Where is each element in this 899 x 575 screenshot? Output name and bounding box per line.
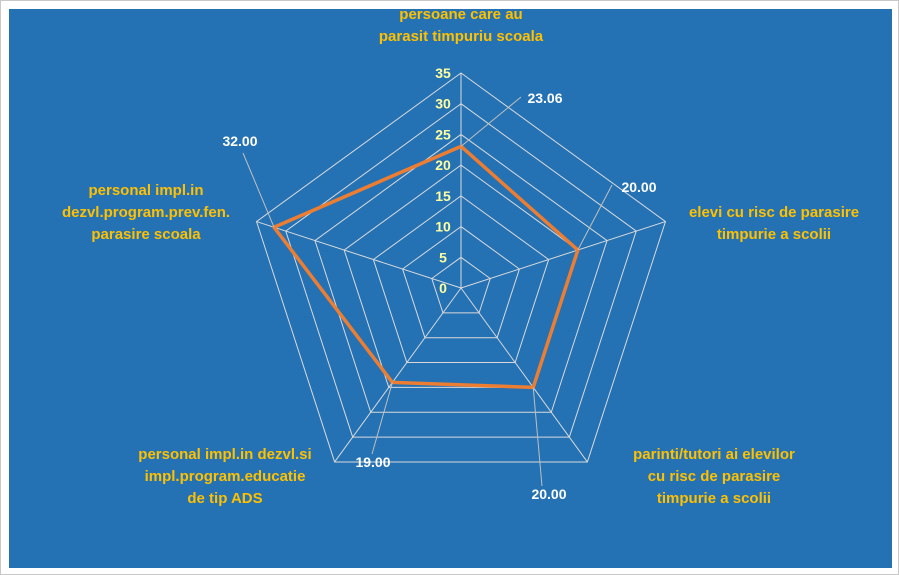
radar-chart-plot-area: 0 5 10 15 20 25 30 35 persoane care au parasit ti… [9,9,892,568]
category-label-2: elevi cu risc de parasire timpurie a scol… [689,204,859,243]
category-label-4: personal impl.in dezvl.si impl.program.ed… [138,446,311,507]
axis-spoke-4 [334,287,462,463]
gridline-ring-15 [372,195,550,364]
series-line [272,144,580,390]
axis-spoke-2 [460,221,666,289]
data-label-3: 20.00 [531,486,566,502]
tick-label-5: 5 [439,249,447,265]
gridline-ring-20 [343,164,579,388]
category-label-5: personal impl.in dezvl.program.prev.fen. p… [62,182,230,243]
gridline-ring-35 [255,72,667,463]
data-label-1: 23.06 [527,90,562,106]
data-label-4: 19.00 [355,454,390,470]
data-label-leader-4 [371,382,393,455]
data-label-leader-2 [577,184,613,251]
tick-label-25: 25 [435,126,451,142]
tick-label-0: 0 [439,280,447,296]
tick-label-15: 15 [435,188,451,204]
data-label-leader-1 [460,96,522,147]
axis-spoke-3 [460,287,588,463]
axis-spoke-5 [256,221,462,289]
data-label-leader-3 [532,387,543,487]
radar-chart: 0 5 10 15 20 25 30 35 persoane care au parasit ti… [62,9,859,507]
category-label-1: persoane care au parasit timpuriu scoala [379,9,544,45]
gridline-ring-25 [314,133,608,413]
tick-label-10: 10 [435,219,451,235]
gridline-ring-5 [431,256,491,314]
data-label-leader-5 [242,152,275,228]
category-label-3: parinti/tutori ai elevilor cu risc de par… [633,446,795,507]
tick-label-35: 35 [435,65,451,81]
data-label-5: 32.00 [222,133,257,149]
gridline-ring-10 [401,225,521,339]
tick-label-30: 30 [435,96,451,112]
data-label-2: 20.00 [621,179,656,195]
tick-label-20: 20 [435,157,451,173]
